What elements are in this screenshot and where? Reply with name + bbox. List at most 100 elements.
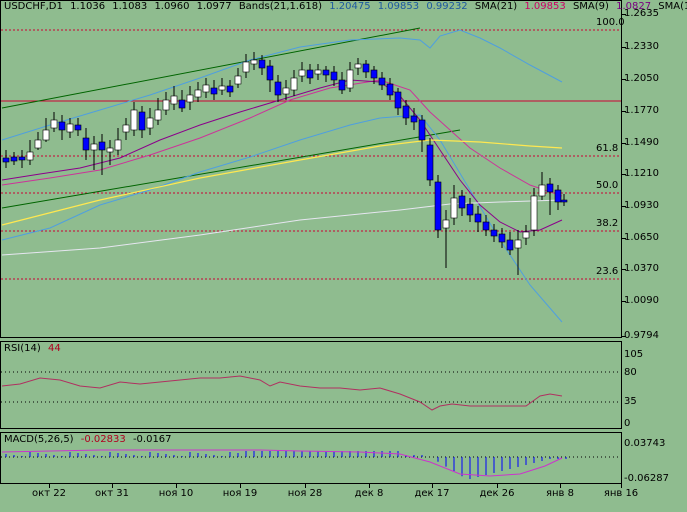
candle-body (202, 84, 210, 93)
candle-body (426, 144, 434, 181)
bands-lower: 0.99232 (426, 1, 468, 12)
candle-body (138, 111, 146, 131)
date-label: ноя 28 (287, 488, 323, 499)
candle-body (250, 59, 258, 65)
fibo-level-label: 61.8 (596, 143, 619, 154)
macd-value-2: -0.0167 (132, 434, 172, 445)
candle-body (114, 139, 122, 151)
candle-body (522, 231, 530, 239)
date-label: ноя 10 (158, 488, 194, 499)
price-scale-tick (622, 111, 626, 112)
candle-body (394, 91, 402, 109)
candle-body (442, 219, 450, 229)
candle-body (298, 69, 306, 77)
price-scale-label: 1.0930 (624, 200, 659, 211)
bands-label: Bands(21,1.618) (238, 1, 323, 12)
price-scale-tick (622, 79, 626, 80)
sma100-label: SMA(100) (658, 1, 687, 12)
ohlc-open: 1.1036 (70, 1, 106, 12)
price-scale-tick (622, 301, 626, 302)
macd-label: MACD(5,26,5) (4, 434, 74, 445)
candle-body (290, 77, 298, 91)
date-tick (369, 484, 370, 488)
fibo-level-label: 50.0 (596, 180, 619, 191)
price-scale-label: 1.1210 (624, 168, 659, 179)
macd-value-1: -0.02833 (80, 434, 126, 445)
date-label: окт 22 (32, 488, 66, 499)
date-tick (112, 484, 113, 488)
channel-lower-line (1, 129, 461, 209)
fibo-level-label: 38.2 (596, 218, 619, 229)
candle-body (322, 69, 330, 76)
candle-body (90, 143, 98, 151)
sma100-line (1, 139, 563, 226)
candle-body (402, 105, 410, 119)
sma21-label: SMA(21) (474, 1, 518, 12)
rsi-pane[interactable] (0, 341, 622, 429)
candle-body (106, 147, 114, 153)
candle-body (458, 195, 466, 209)
price-scale-tick (622, 238, 626, 239)
candle-body (546, 183, 554, 193)
candle-body (186, 94, 194, 103)
candle-body (42, 129, 50, 141)
candle-body (466, 203, 474, 216)
price-scale-tick (622, 14, 626, 15)
candle-body (58, 121, 66, 131)
candle-body (178, 99, 186, 109)
date-tick (621, 484, 622, 488)
rsi-scale-0: 0 (624, 418, 631, 429)
candle-body (50, 119, 58, 129)
candle-body (82, 137, 90, 151)
price-scale-tick (622, 336, 626, 337)
candle-body (418, 119, 426, 141)
macd-scale-top: 0.03743 (624, 438, 666, 449)
candle-body (242, 61, 250, 73)
candle-body (482, 221, 490, 231)
price-scale-label: 1.1770 (624, 105, 659, 116)
candle-body (514, 239, 522, 249)
candle-body (386, 83, 394, 96)
price-scale-label: 1.0090 (624, 295, 659, 306)
macd-header: MACD(5,26,5) -0.02833 -0.0167 (4, 434, 176, 446)
candle-body (506, 239, 514, 251)
candle-body (346, 69, 354, 89)
candle-body (146, 117, 154, 129)
candle-body (330, 71, 338, 81)
candle-body (282, 87, 290, 95)
date-label: ноя 19 (222, 488, 258, 499)
date-label: окт 31 (95, 488, 129, 499)
candle-body (2, 157, 10, 163)
date-tick (305, 484, 306, 488)
candle-body (410, 115, 418, 123)
rsi-scale-105: 105 (624, 349, 644, 360)
rsi-scale-35: 35 (624, 396, 637, 407)
candle-body (560, 199, 568, 203)
candle-body (354, 63, 362, 69)
candle-body (26, 151, 34, 161)
candle-body (258, 59, 266, 69)
rsi-scale-80: 80 (624, 367, 637, 378)
channel-upper-line (1, 27, 421, 109)
candle-body (210, 87, 218, 95)
price-scale-label: 1.1490 (624, 137, 659, 148)
candle-body (434, 181, 442, 231)
ohlc-low: 1.0960 (154, 1, 190, 12)
price-scale-label: 1.0370 (624, 263, 659, 274)
rsi-line (1, 375, 563, 411)
date-label: янв 16 (603, 488, 639, 499)
candle-body (162, 99, 170, 111)
date-label: дек 26 (479, 488, 515, 499)
candle-body (362, 63, 370, 73)
date-tick (560, 484, 561, 488)
price-scale-label: 1.2635 (624, 8, 659, 19)
candle-body (170, 95, 178, 105)
candle-body (194, 89, 202, 98)
candle-body (338, 79, 346, 91)
candle-body (122, 124, 130, 133)
candle-body (378, 77, 386, 86)
price-scale-tick (622, 47, 626, 48)
date-label: янв 8 (546, 488, 574, 499)
bands-middle: 1.09853 (377, 1, 420, 12)
